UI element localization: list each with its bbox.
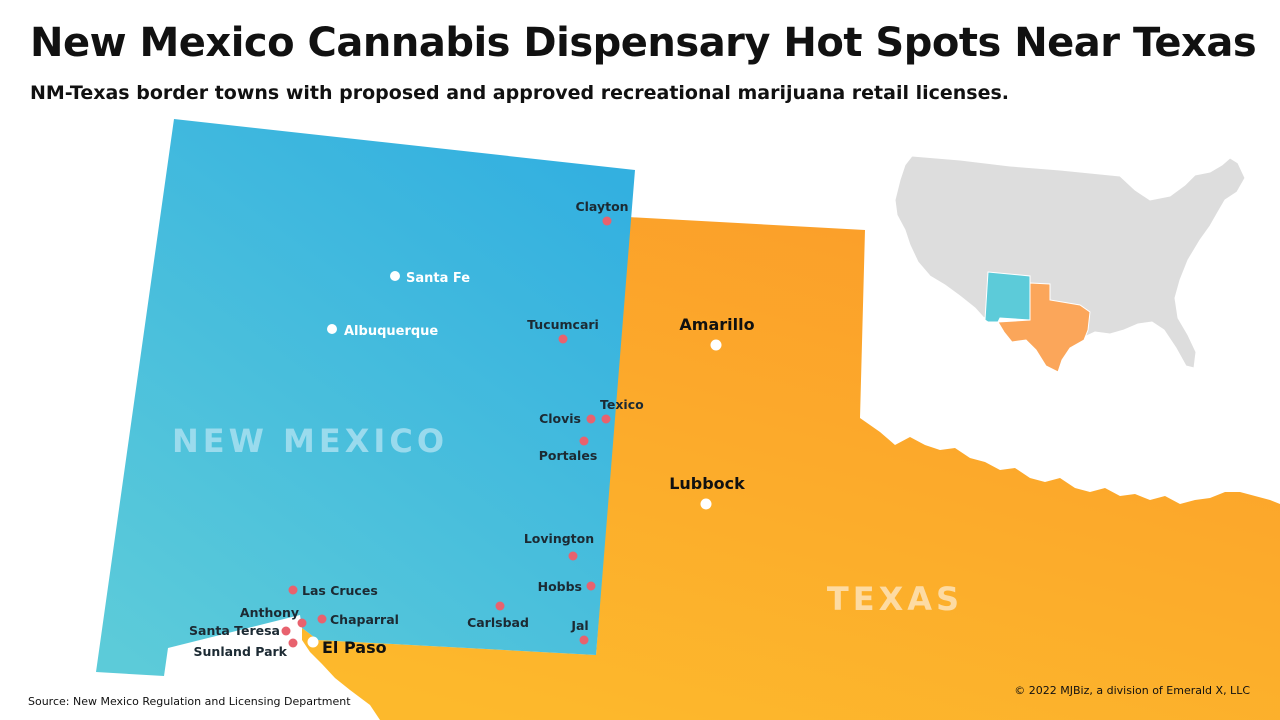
hobbs-label: Hobbs bbox=[538, 579, 582, 594]
clovis-label: Clovis bbox=[539, 411, 581, 426]
sunland-park-marker bbox=[288, 638, 298, 648]
santa-fe-marker bbox=[390, 271, 400, 281]
lubbock-label: Lubbock bbox=[669, 474, 745, 493]
el-paso-marker bbox=[307, 636, 319, 648]
lovington-label: Lovington bbox=[524, 531, 594, 546]
carlsbad-label: Carlsbad bbox=[467, 615, 529, 630]
el-paso-label: El Paso bbox=[322, 638, 387, 657]
tucumcari-label: Tucumcari bbox=[527, 317, 599, 332]
las-cruces-marker bbox=[288, 585, 298, 595]
us-outline bbox=[894, 155, 1246, 369]
page-subtitle: NM-Texas border towns with proposed and … bbox=[30, 82, 1010, 104]
chaparral-marker bbox=[317, 614, 327, 624]
source-note: Source: New Mexico Regulation and Licens… bbox=[28, 695, 351, 708]
lubbock-marker bbox=[700, 498, 712, 510]
jal-label: Jal bbox=[570, 618, 588, 633]
new-mexico-shape bbox=[96, 119, 635, 676]
chaparral-label: Chaparral bbox=[330, 612, 399, 627]
texas-shape bbox=[302, 217, 1280, 720]
lovington-marker bbox=[568, 551, 578, 561]
carlsbad-marker bbox=[495, 601, 505, 611]
albuquerque-label: Albuquerque bbox=[344, 324, 438, 339]
tucumcari-marker bbox=[558, 334, 568, 344]
texas-label: TEXAS bbox=[827, 580, 963, 618]
page-title: New Mexico Cannabis Dispensary Hot Spots… bbox=[30, 20, 1257, 66]
inset-texas bbox=[997, 282, 1091, 373]
amarillo-marker bbox=[710, 339, 722, 351]
texico-marker bbox=[601, 414, 611, 424]
clayton-marker bbox=[602, 216, 612, 226]
santa-fe-label: Santa Fe bbox=[406, 271, 470, 286]
inset-new-mexico bbox=[984, 271, 1031, 323]
amarillo-label: Amarillo bbox=[679, 315, 754, 334]
las-cruces-label: Las Cruces bbox=[302, 583, 378, 598]
copyright-note: © 2022 MJBiz, a division of Emerald X, L… bbox=[1014, 684, 1250, 697]
texico-label: Texico bbox=[600, 397, 644, 412]
santa-teresa-marker bbox=[281, 626, 291, 636]
jal-marker bbox=[579, 635, 589, 645]
hobbs-marker bbox=[586, 581, 596, 591]
new-mexico-label: NEW MEXICO bbox=[172, 422, 448, 460]
clovis-marker bbox=[586, 414, 596, 424]
portales-label: Portales bbox=[539, 448, 598, 463]
portales-marker bbox=[579, 436, 589, 446]
us-inset-map bbox=[894, 155, 1246, 373]
albuquerque-marker bbox=[327, 324, 337, 334]
anthony-marker bbox=[297, 618, 307, 628]
anthony-label: Anthony bbox=[240, 605, 299, 620]
sunland-park-label: Sunland Park bbox=[194, 644, 288, 659]
santa-teresa-label: Santa Teresa bbox=[189, 623, 280, 638]
clayton-label: Clayton bbox=[575, 199, 628, 214]
